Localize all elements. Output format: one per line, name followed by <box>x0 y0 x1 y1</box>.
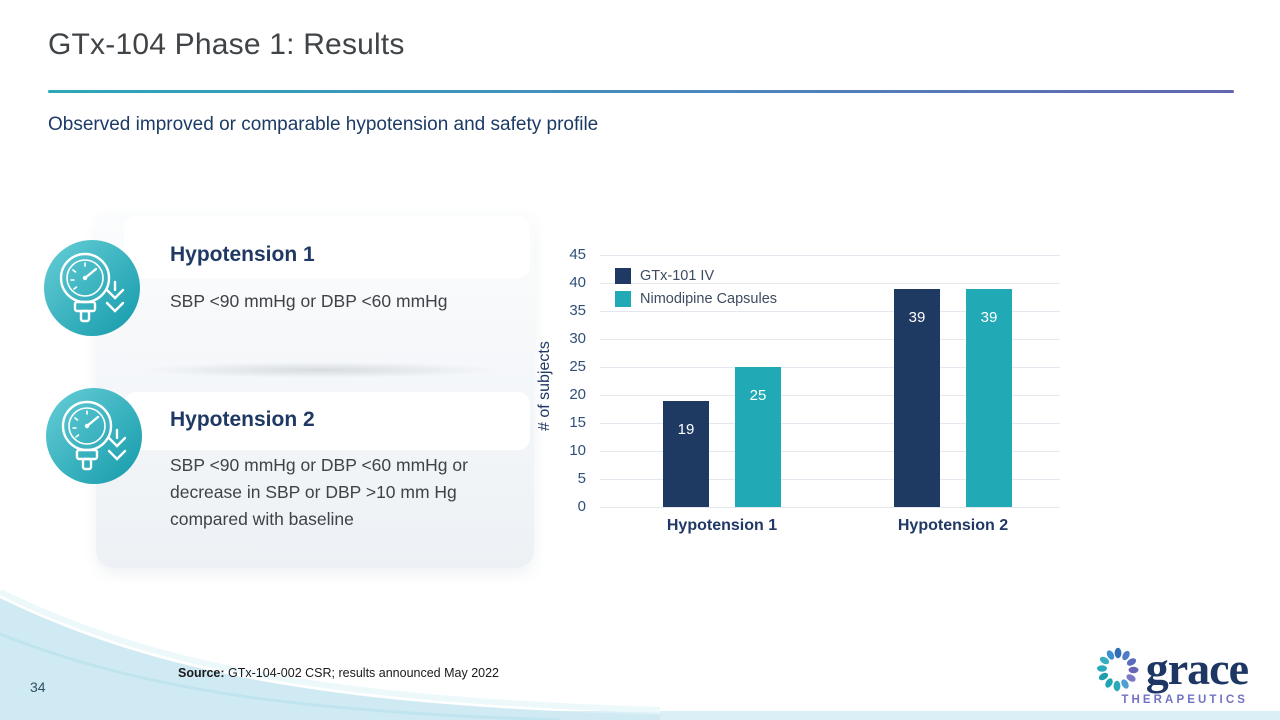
y-tick-label: 35 <box>569 302 586 319</box>
x-category-label: Hypotension 2 <box>897 517 1009 534</box>
logo-wordmark: grace <box>1145 643 1249 695</box>
gridline <box>600 255 1060 256</box>
y-tick-label: 45 <box>569 246 586 263</box>
y-tick-label: 15 <box>569 414 586 431</box>
bar-series1: 39 <box>894 288 940 507</box>
gridline <box>600 283 1060 284</box>
page-title: GTx-104 Phase 1: Results <box>48 28 405 61</box>
x-category-label: Hypotension 1 <box>666 517 778 534</box>
definition-2-title: Hypotension 2 <box>170 408 315 431</box>
y-tick-label: 20 <box>569 386 586 403</box>
bar-value-label: 39 <box>980 308 998 326</box>
y-tick-label: 25 <box>569 358 586 375</box>
legend-item: GTx-101 IV <box>615 264 777 287</box>
gridline <box>600 451 1060 452</box>
definition-2-body: SBP <90 mmHg or DBP <60 mmHg or decrease… <box>170 455 468 529</box>
corner-wave-decoration <box>0 589 660 720</box>
bar-value-label: 25 <box>749 387 767 404</box>
gridline <box>600 311 1060 312</box>
gridline <box>600 395 1060 396</box>
legend-item: Nimodipine Capsules <box>615 287 777 310</box>
y-tick-label: 40 <box>569 274 586 291</box>
definition-1-title: Hypotension 1 <box>170 243 315 266</box>
bar-series2: 25 <box>735 367 781 507</box>
legend-label: Nimodipine Capsules <box>640 290 778 307</box>
gridline <box>600 339 1060 340</box>
source-note: Source: GTx-104-002 CSR; results announc… <box>178 666 499 680</box>
gridline <box>600 423 1060 424</box>
bar-value-label: 19 <box>677 420 695 438</box>
source-text: GTx-104-002 CSR; results announced May 2… <box>224 666 499 680</box>
title-divider <box>48 90 1234 93</box>
legend-label: GTx-101 IV <box>640 267 715 284</box>
legend-swatch <box>615 290 631 307</box>
pressure-gauge-decrease-icon <box>46 388 142 484</box>
legend-swatch <box>615 267 631 284</box>
slide-subtitle: Observed improved or comparable hypotens… <box>48 114 599 135</box>
section-divider-shadow <box>140 362 500 378</box>
chart-legend: GTx-101 IV Nimodipine Capsules <box>615 264 777 310</box>
page-number: 34 <box>30 679 46 695</box>
definitions-panel: Hypotension 1 SBP <90 mmHg or DBP <60 mm… <box>96 212 534 568</box>
y-tick-label: 5 <box>577 470 586 487</box>
gridline <box>600 479 1060 480</box>
y-tick-label: 30 <box>569 330 586 347</box>
bar-chart: # of subjects 0 5 10 15 20 25 30 35 40 45 Hypotens… <box>536 246 1092 546</box>
source-label: Source: <box>178 666 225 680</box>
company-logo: grace THERAPEUTICS <box>1095 643 1249 706</box>
bar-series1: 19 <box>663 400 709 507</box>
y-tick-label: 10 <box>569 442 586 459</box>
logo-flower-icon <box>1096 647 1139 692</box>
definition-1-heading-band <box>124 216 530 278</box>
pressure-gauge-decrease-icon <box>44 240 140 336</box>
gridline <box>600 367 1060 368</box>
y-tick-label: 0 <box>577 498 586 515</box>
definition-1-body: SBP <90 mmHg or DBP <60 mmHg <box>170 291 448 311</box>
definition-2-heading-band <box>124 392 530 450</box>
bar-value-label: 39 <box>908 308 926 326</box>
bar-series2: 39 <box>966 288 1012 507</box>
logo-subtext: THERAPEUTICS <box>1121 694 1248 706</box>
gridline <box>600 507 1060 508</box>
